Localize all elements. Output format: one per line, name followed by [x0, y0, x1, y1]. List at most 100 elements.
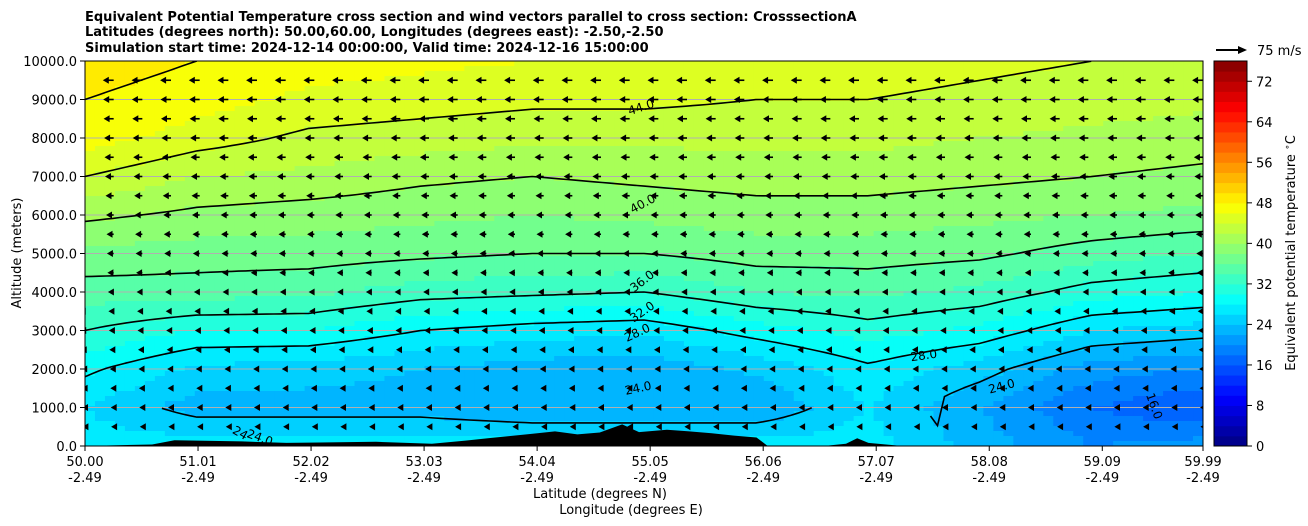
theta-e-cell [1133, 201, 1144, 207]
theta-e-cell [1133, 81, 1144, 87]
theta-e-cell [414, 81, 425, 87]
theta-e-cell [853, 261, 865, 267]
theta-e-cell [124, 101, 136, 107]
theta-e-cell [564, 86, 575, 92]
theta-e-cell [364, 261, 376, 267]
theta-e-cell [364, 66, 376, 72]
theta-e-cell [1113, 86, 1124, 92]
theta-e-cell [634, 211, 645, 217]
theta-e-cell [673, 246, 685, 252]
theta-e-cell [693, 131, 705, 137]
theta-e-cell [184, 281, 196, 287]
theta-e-cell [434, 61, 445, 67]
theta-e-cell [154, 166, 166, 172]
theta-e-cell [1053, 76, 1064, 82]
theta-e-cell [1083, 96, 1094, 102]
theta-e-cell [514, 231, 525, 237]
theta-e-cell [1123, 221, 1134, 227]
theta-e-cell [184, 111, 196, 117]
theta-e-cell [953, 131, 965, 137]
theta-e-cell [743, 261, 755, 267]
theta-e-cell [444, 171, 455, 177]
theta-e-cell [454, 176, 465, 182]
theta-e-cell [1093, 66, 1104, 72]
theta-e-cell [843, 181, 855, 187]
theta-e-cell [374, 156, 386, 162]
theta-e-cell [853, 91, 865, 97]
theta-e-cell [1163, 221, 1174, 227]
theta-e-cell [783, 221, 795, 227]
theta-e-cell [913, 146, 925, 152]
theta-e-cell [234, 96, 246, 102]
theta-e-cell [723, 236, 735, 242]
theta-e-cell [983, 226, 994, 232]
theta-e-cell [1133, 216, 1144, 222]
theta-e-cell [733, 81, 745, 87]
theta-e-cell [374, 126, 386, 132]
theta-e-cell [374, 176, 386, 182]
theta-e-cell [134, 196, 146, 202]
theta-e-cell [524, 266, 535, 272]
theta-e-cell [1183, 106, 1194, 112]
theta-e-cell [1083, 81, 1094, 87]
theta-e-cell [1093, 161, 1104, 167]
theta-e-cell [344, 181, 356, 187]
theta-e-cell [504, 161, 515, 167]
theta-e-cell [993, 131, 1004, 137]
theta-e-cell [234, 241, 246, 247]
theta-e-cell [144, 196, 156, 202]
theta-e-cell [733, 201, 745, 207]
theta-e-cell [1143, 236, 1154, 242]
theta-e-cell [963, 151, 975, 157]
theta-e-cell [224, 211, 236, 217]
theta-e-cell [154, 61, 166, 67]
theta-e-cell [324, 221, 336, 227]
theta-e-cell [723, 136, 735, 142]
theta-e-cell [294, 271, 306, 277]
theta-e-cell [1033, 151, 1044, 157]
theta-e-cell [693, 181, 705, 187]
theta-e-cell [833, 216, 845, 222]
theta-e-cell [923, 121, 935, 127]
theta-e-cell [374, 216, 386, 222]
theta-e-cell [184, 266, 196, 272]
theta-e-cell [544, 276, 555, 282]
theta-e-cell [434, 276, 445, 282]
theta-e-cell [614, 66, 625, 72]
theta-e-cell [1003, 221, 1014, 227]
theta-e-cell [833, 206, 845, 212]
theta-e-cell [693, 141, 705, 147]
theta-e-cell [454, 261, 465, 267]
theta-e-cell [454, 221, 465, 227]
theta-e-cell [474, 126, 485, 132]
theta-e-cell [1073, 161, 1084, 167]
theta-e-cell [354, 66, 366, 72]
theta-e-cell [1033, 171, 1044, 177]
theta-e-cell [673, 161, 685, 167]
theta-e-cell [703, 216, 715, 222]
theta-e-cell [85, 221, 96, 227]
theta-e-cell [574, 186, 585, 192]
theta-e-cell [514, 236, 525, 242]
theta-e-cell [923, 206, 935, 212]
theta-e-cell [1063, 91, 1074, 97]
theta-e-cell [883, 256, 895, 262]
theta-e-cell [474, 66, 485, 72]
theta-e-cell [534, 151, 545, 157]
theta-e-cell [853, 181, 865, 187]
theta-e-cell [1063, 181, 1074, 187]
theta-e-cell [1013, 76, 1024, 82]
theta-e-cell [1183, 186, 1194, 192]
theta-e-cell [554, 66, 565, 72]
theta-e-cell [1163, 186, 1174, 192]
theta-e-cell [1053, 81, 1064, 87]
theta-e-cell [1073, 191, 1084, 197]
theta-e-cell [1123, 176, 1134, 182]
theta-e-cell [194, 186, 206, 192]
theta-e-cell [94, 126, 106, 132]
theta-e-cell [614, 211, 625, 217]
theta-e-cell [464, 236, 475, 242]
theta-e-cell [743, 181, 755, 187]
theta-e-cell [104, 226, 116, 232]
theta-e-cell [404, 276, 416, 282]
